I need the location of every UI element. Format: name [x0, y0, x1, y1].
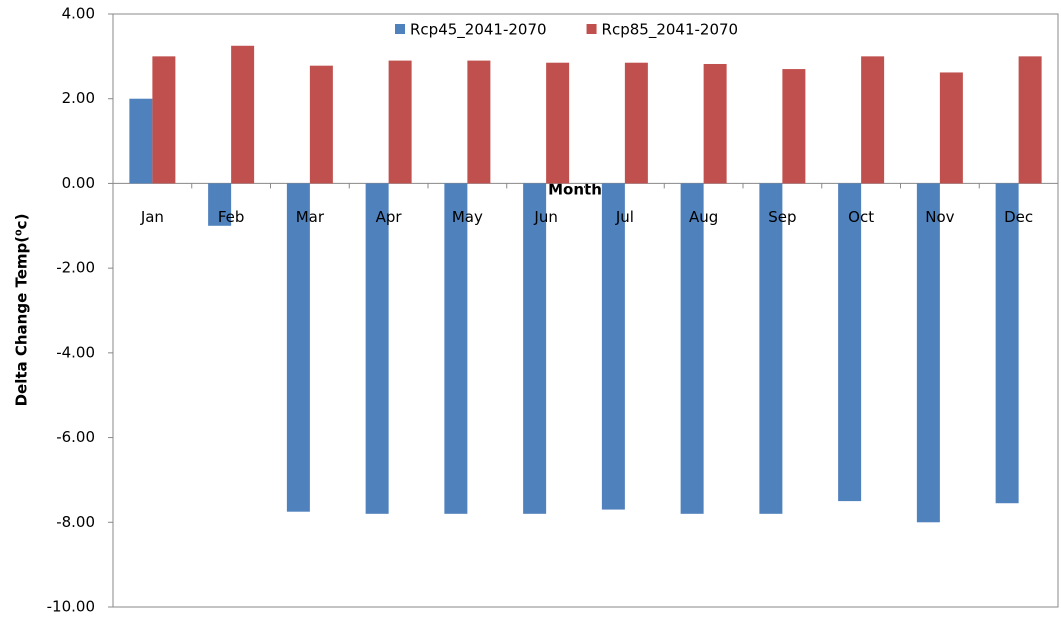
bar	[546, 62, 570, 184]
bar	[916, 183, 940, 523]
bar	[680, 183, 704, 514]
x-tick-label: Feb	[218, 208, 245, 226]
bar	[467, 60, 491, 184]
bar	[523, 183, 547, 514]
bar	[309, 65, 333, 184]
bar	[208, 183, 232, 226]
bar	[286, 183, 310, 512]
y-tick-label: 4.00	[62, 5, 95, 23]
bar	[601, 183, 625, 510]
bar	[624, 62, 648, 184]
bar	[939, 72, 963, 184]
x-tick-label: Sep	[768, 208, 796, 226]
bar	[838, 183, 862, 502]
x-tick-label: Oct	[848, 208, 874, 226]
bar	[231, 45, 255, 184]
bar	[782, 69, 806, 184]
bar	[703, 63, 727, 184]
x-tick-label: Dec	[1004, 208, 1033, 226]
x-tick-label: Aug	[689, 208, 718, 226]
bar	[365, 183, 389, 514]
x-tick-label: Apr	[376, 208, 403, 226]
y-tick-label: -4.00	[56, 343, 95, 361]
legend-label: Rcp85_2041-2070	[602, 21, 739, 40]
y-tick-label: -8.00	[56, 513, 95, 531]
y-axis-title: Delta Change Temp(⁰c)	[13, 214, 31, 407]
x-tick-label: Nov	[925, 208, 954, 226]
y-tick-label: -6.00	[56, 428, 95, 446]
bar	[1018, 56, 1042, 184]
bar	[759, 183, 783, 514]
x-tick-label: Mar	[296, 208, 325, 226]
x-axis-title: Month	[548, 181, 602, 199]
bar	[444, 183, 468, 514]
bar	[129, 98, 153, 184]
bar	[995, 183, 1019, 504]
legend-swatch	[586, 24, 597, 34]
x-tick-label: Jan	[140, 208, 164, 226]
bar	[152, 56, 176, 184]
x-tick-label: May	[452, 208, 483, 226]
legend-label: Rcp45_2041-2070	[410, 21, 547, 40]
x-tick-label: Jul	[615, 208, 634, 226]
bar	[388, 60, 412, 184]
x-tick-label: Jun	[533, 208, 557, 226]
legend-swatch	[395, 24, 405, 34]
y-tick-label: 2.00	[62, 89, 95, 107]
bar	[861, 56, 885, 184]
y-tick-label: -2.00	[56, 259, 95, 277]
y-tick-label: 0.00	[62, 174, 95, 192]
plot-frame	[112, 13, 1059, 608]
y-tick-label: -10.00	[47, 598, 95, 616]
